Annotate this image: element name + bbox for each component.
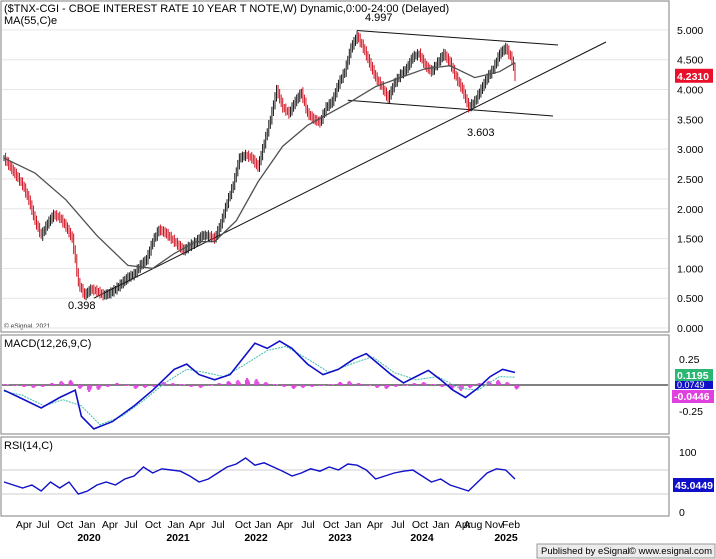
low-annotation: 3.603 bbox=[467, 127, 495, 139]
x-year-label: 2021 bbox=[166, 532, 190, 544]
rsi-axis-ticks: 100 0 bbox=[2, 447, 697, 519]
price-axis-ticks: 5.000 4.500 4.000 3.500 3.000 2.500 2.000 1.500… bbox=[677, 25, 703, 335]
macd-signal-line bbox=[3, 345, 516, 426]
footer: Published by eSignal © www.esignal.com bbox=[536, 543, 716, 559]
x-month-label: Oct bbox=[57, 519, 73, 531]
channel-upper-line bbox=[357, 30, 559, 46]
x-month-label: Oct bbox=[145, 519, 161, 531]
x-year-label: 2023 bbox=[328, 532, 352, 544]
x-month-label: Aug bbox=[464, 519, 483, 531]
macd-value-badge bbox=[675, 369, 713, 382]
macd-signal-badge bbox=[675, 381, 713, 389]
copyright-label: © eSignal, 2021 bbox=[4, 322, 51, 330]
x-month-label: Oct bbox=[323, 519, 339, 531]
x-month-label: Jul bbox=[36, 519, 49, 531]
rsi-panel: RSI(14,C) 100 0 45.0449 bbox=[0, 436, 714, 519]
macd-panel: MACD(12,26,9,C) 0.25 -0.25 0.11950.0749-0… bbox=[0, 334, 714, 435]
price-tick-label: 0.000 bbox=[677, 323, 703, 335]
macd-line bbox=[3, 340, 516, 430]
price-tick-label: 3.000 bbox=[677, 144, 703, 156]
macd-axis-ticks: 0.25 -0.25 bbox=[2, 354, 703, 418]
x-month-label: Jan bbox=[79, 519, 96, 531]
x-month-label: Apr bbox=[189, 519, 206, 531]
macd-tick-label: 0.25 bbox=[679, 354, 700, 366]
x-month-label: Nov bbox=[485, 519, 504, 531]
x-month-label: Apr bbox=[367, 519, 384, 531]
price-tick-label: 5.000 bbox=[677, 25, 703, 37]
x-year-label: 2020 bbox=[77, 532, 101, 544]
macd-signal-label: 0.0749 bbox=[677, 380, 705, 390]
bottom-annotation: 0.398 bbox=[68, 300, 96, 312]
price-tick-label: 4.000 bbox=[677, 85, 703, 97]
price-chart-title: ($TNX-CGI - CBOE INTEREST RATE 10 YEAR T… bbox=[4, 3, 449, 15]
price-bars bbox=[3, 30, 516, 301]
price-tick-label: 2.000 bbox=[677, 204, 703, 216]
x-year-label: 2025 bbox=[494, 532, 518, 544]
channel-lower-line bbox=[347, 99, 554, 117]
x-month-label: Jul bbox=[124, 519, 137, 531]
support-trendline bbox=[93, 41, 607, 299]
x-month-label: Apr bbox=[16, 519, 33, 531]
time-axis: Apr Jul Oct Jan Apr Jul Oct Jan Apr Jul Oct Jan Apr J… bbox=[16, 519, 520, 544]
macd-value-label: 0.1195 bbox=[677, 370, 709, 382]
price-tick-label: 3.500 bbox=[677, 114, 703, 126]
footer-publisher: Published by eSignal bbox=[541, 546, 630, 557]
price-panel: ($TNX-CGI - CBOE INTEREST RATE 10 YEAR T… bbox=[0, 0, 713, 335]
x-month-label: Oct bbox=[412, 519, 428, 531]
price-tick-label: 4.500 bbox=[677, 55, 703, 67]
x-month-label: Apr bbox=[277, 519, 294, 531]
rsi-tick-label: 100 bbox=[679, 447, 697, 459]
x-month-label: Jul bbox=[391, 519, 404, 531]
x-month-label: Jan bbox=[345, 519, 362, 531]
x-month-label: Apr bbox=[102, 519, 119, 531]
price-annotations: 4.997 3.603 0.398 4.2310 bbox=[68, 12, 713, 312]
x-year-label: 2022 bbox=[244, 532, 268, 544]
macd-hist-badge bbox=[672, 390, 714, 403]
last-value-label: 4.2310 bbox=[677, 71, 709, 83]
macd-tick-label: -0.25 bbox=[679, 406, 703, 418]
price-tick-label: 2.500 bbox=[677, 174, 703, 186]
price-tick-label: 1.500 bbox=[677, 234, 703, 246]
rsi-value-labels: 45.0449 bbox=[673, 478, 714, 492]
trendlines bbox=[93, 30, 607, 299]
x-year-label: 2024 bbox=[410, 532, 434, 544]
price-tick-label: 0.500 bbox=[677, 293, 703, 305]
x-month-label: Feb bbox=[502, 519, 520, 531]
x-month-label: Jan bbox=[255, 519, 272, 531]
rsi-value-badge bbox=[673, 478, 714, 492]
macd-hist-label: -0.0446 bbox=[674, 391, 710, 403]
x-month-label: Apr bbox=[455, 519, 472, 531]
rsi-line bbox=[3, 457, 516, 495]
x-month-label: Jan bbox=[433, 519, 450, 531]
rsi-title: RSI(14,C) bbox=[4, 440, 53, 452]
rsi-value-label: 45.0449 bbox=[675, 480, 713, 492]
x-month-label: Jul bbox=[301, 519, 314, 531]
rsi-tick-label: 0 bbox=[679, 507, 685, 519]
ma-line bbox=[3, 62, 516, 270]
last-value-badge bbox=[675, 68, 713, 83]
x-month-label: Oct bbox=[235, 519, 251, 531]
x-month-label: Jul bbox=[211, 519, 224, 531]
price-tick-label: 1.000 bbox=[677, 263, 703, 275]
price-gridlines bbox=[2, 29, 668, 329]
high-annotation: 4.997 bbox=[365, 12, 393, 24]
macd-histogram bbox=[3, 377, 520, 393]
macd-title: MACD(12,26,9,C) bbox=[4, 338, 91, 350]
footer-website: © www.esignal.com bbox=[629, 546, 712, 557]
ma-indicator-label: MA(55,C)e bbox=[4, 15, 57, 27]
x-month-label: Jan bbox=[168, 519, 185, 531]
